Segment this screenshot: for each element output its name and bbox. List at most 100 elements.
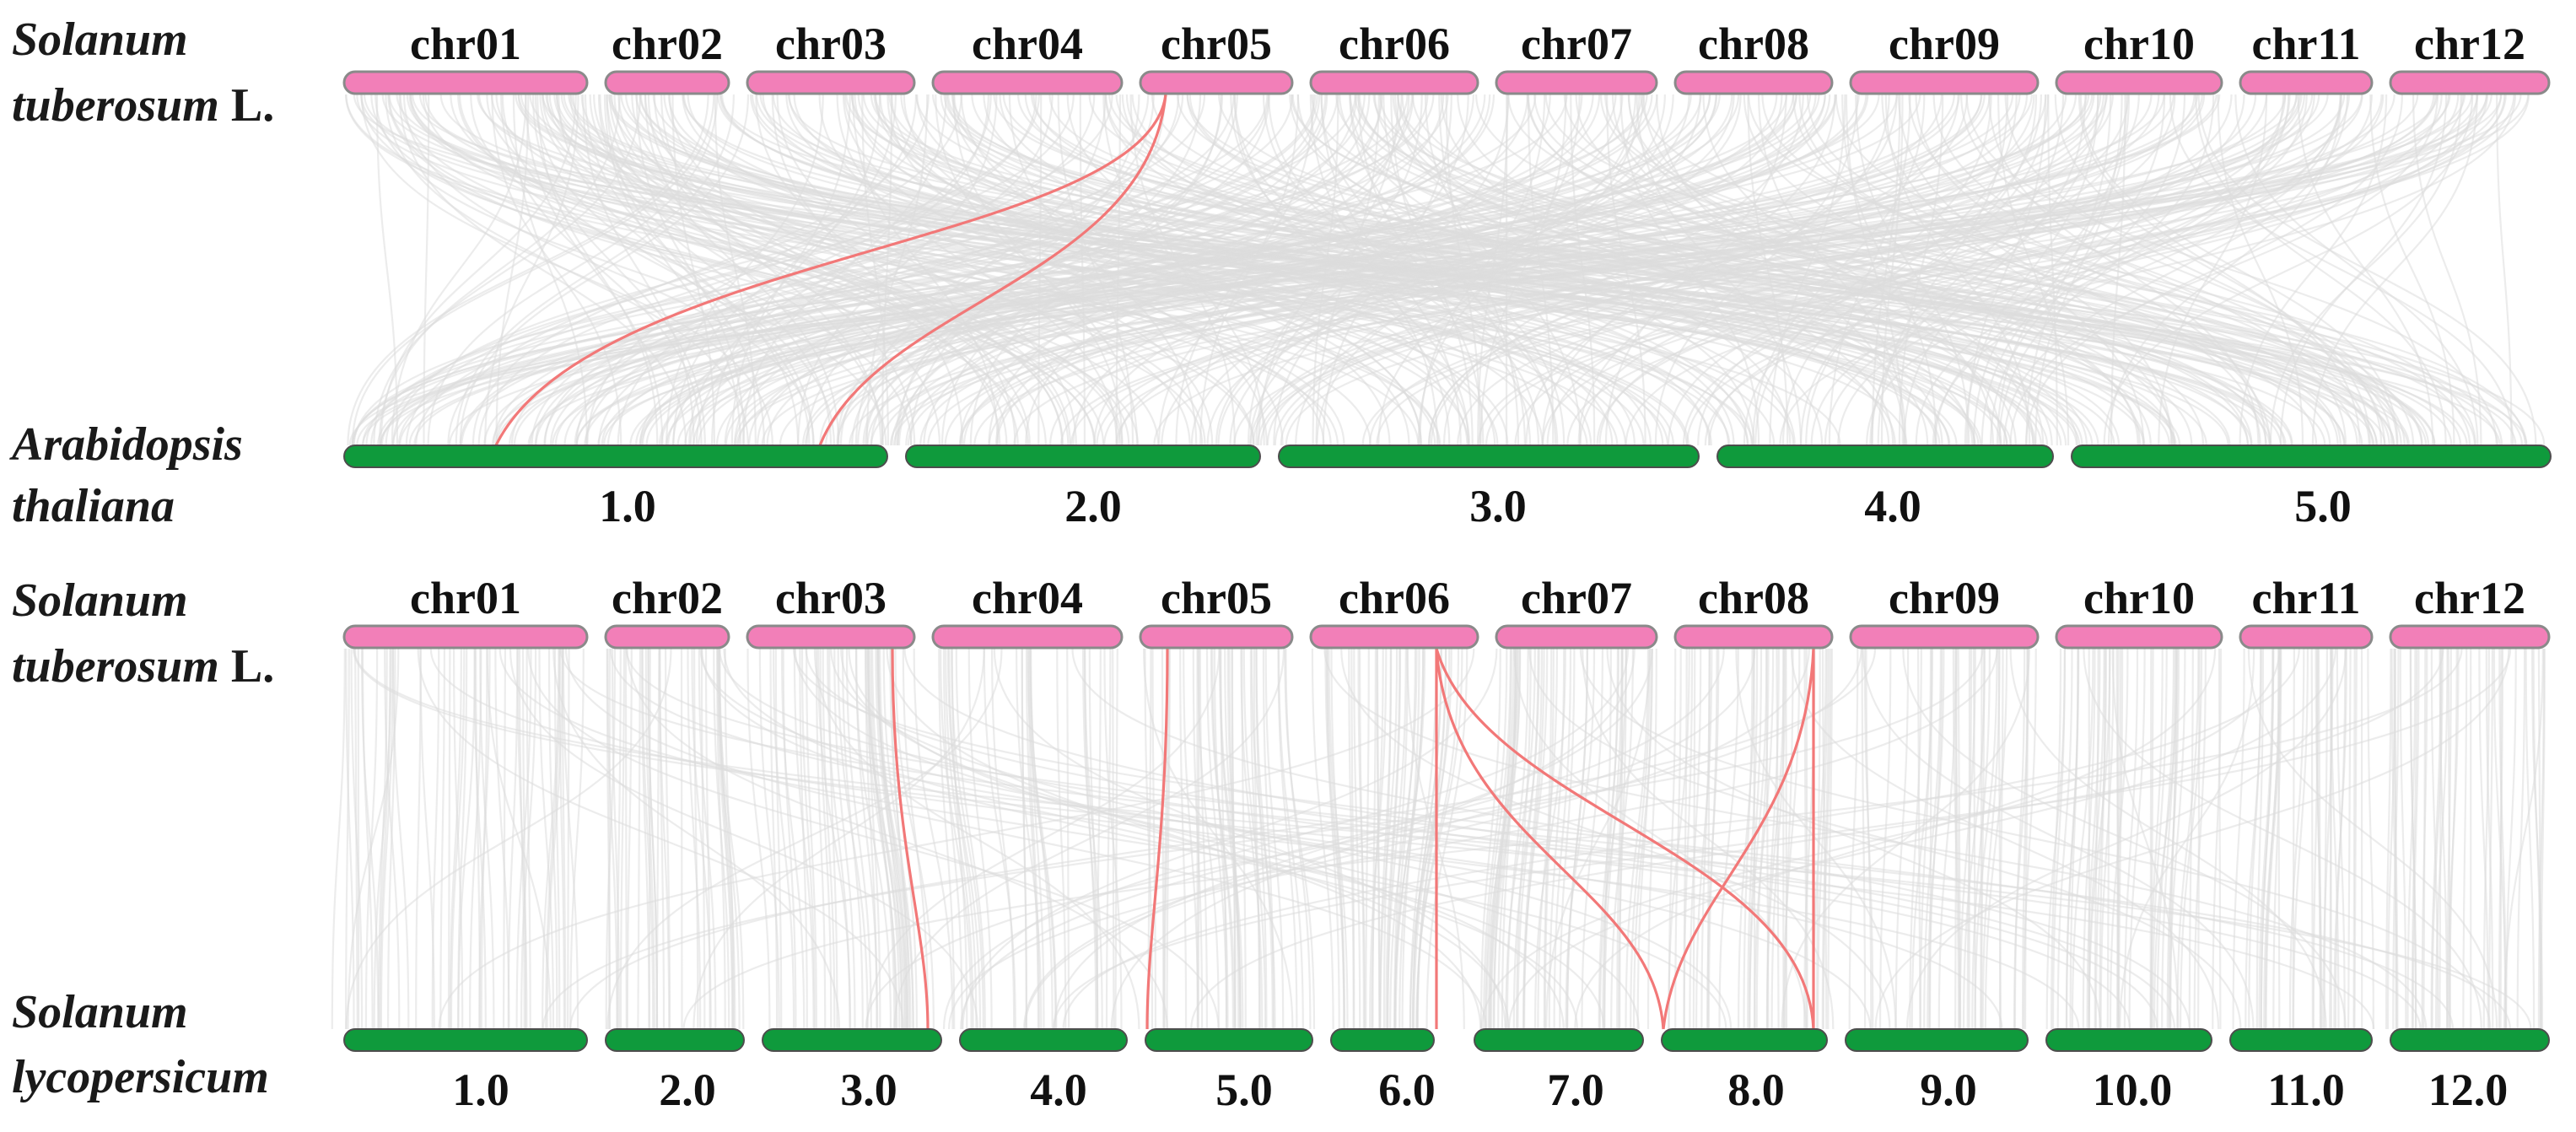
chromosome-bar[interactable]: [2239, 624, 2374, 650]
top-species-epithet-a: tuberosum L.: [12, 79, 274, 132]
chromosome-bar[interactable]: [1139, 624, 1294, 650]
top-chromosome-labels-a: chr01 chr02 chr03 chr04 chr05 chr06 chr0…: [410, 19, 2525, 69]
synteny-link: [1062, 648, 2300, 1030]
chromosome-label: 2.0: [659, 1065, 716, 1115]
synteny-link: [2197, 94, 2537, 446]
synteny-link: [2323, 648, 2328, 1030]
synteny-link: [1323, 648, 2428, 1030]
synteny-link: [1326, 648, 1340, 1030]
synteny-link: [1800, 94, 2050, 446]
chromosome-label: chr07: [1521, 573, 1632, 623]
synteny-link: [1630, 648, 1651, 1030]
synteny-link: [1881, 94, 2145, 446]
highlighted-links-b: [891, 648, 1815, 1030]
synteny-link: [1371, 648, 1384, 1030]
synteny-link: [1354, 94, 2476, 446]
chromosome-bar[interactable]: [1845, 1028, 2029, 1052]
synteny-link: [1121, 94, 1749, 446]
chromosome-bar[interactable]: [1330, 1028, 1435, 1052]
synteny-link: [2065, 648, 2080, 1030]
synteny-link: [2212, 648, 2223, 1030]
chromosome-bar[interactable]: [604, 70, 730, 95]
synteny-link: [875, 94, 1544, 446]
chromosome-bar[interactable]: [343, 445, 888, 468]
chromosome-bar[interactable]: [905, 445, 1261, 468]
top-chromosomes-b: [342, 624, 2551, 650]
chromosome-bar[interactable]: [1849, 624, 2040, 650]
chromosome-bar[interactable]: [343, 1028, 588, 1052]
synteny-link: [2288, 648, 2305, 1030]
synteny-link: [352, 648, 2375, 1030]
chromosome-bar[interactable]: [2071, 445, 2552, 468]
chromosome-label: 3.0: [840, 1065, 897, 1115]
synteny-link: [1866, 94, 2342, 446]
synteny-link: [644, 94, 1191, 446]
chromosome-bar[interactable]: [342, 624, 589, 650]
chromosome-bar[interactable]: [605, 1028, 745, 1052]
chromosome-bar[interactable]: [1495, 70, 1658, 95]
chromosome-bar[interactable]: [1661, 1028, 1828, 1052]
chromosome-bar[interactable]: [2389, 624, 2551, 650]
synteny-link: [1285, 94, 2530, 446]
highlighted-link: [1435, 648, 1665, 1030]
synteny-link: [1501, 648, 1517, 1030]
chromosome-bar[interactable]: [2055, 70, 2223, 95]
chromosome-bar[interactable]: [931, 624, 1124, 650]
synteny-link: [1379, 648, 1398, 1030]
synteny-link: [1485, 648, 1519, 1030]
synteny-link: [2180, 648, 2203, 1030]
synteny-link: [1030, 648, 1054, 1030]
chromosome-bar[interactable]: [1495, 624, 1658, 650]
chromosome-bar[interactable]: [2390, 1028, 2550, 1052]
synteny-link: [556, 94, 1047, 446]
synteny-link: [1024, 648, 1810, 1030]
chromosome-bar[interactable]: [342, 70, 589, 95]
chromosome-bar[interactable]: [1849, 70, 2040, 95]
bottom-species-genus-b: Solanum: [12, 986, 188, 1038]
synteny-link: [1695, 648, 1713, 1030]
synteny-link: [1253, 648, 1261, 1030]
synteny-link: [345, 648, 672, 1030]
synteny-link: [2071, 648, 2094, 1030]
highlighted-link: [891, 648, 930, 1030]
synteny-link: [1909, 648, 1922, 1030]
synteny-link: [1817, 648, 1829, 1030]
synteny-link: [2496, 94, 2513, 446]
chromosome-bar[interactable]: [1673, 70, 1834, 95]
chromosome-bar[interactable]: [1139, 70, 1294, 95]
synteny-link: [1964, 94, 2099, 446]
chromosome-bar[interactable]: [959, 1028, 1128, 1052]
synteny-link: [1393, 648, 1409, 1030]
chromosome-bar[interactable]: [746, 70, 916, 95]
highlighted-link: [818, 94, 1167, 446]
synteny-link: [719, 648, 2131, 1030]
top-species-epithet-b: tuberosum L.: [12, 640, 274, 693]
chromosome-bar[interactable]: [2055, 624, 2223, 650]
synteny-link: [2447, 648, 2451, 1030]
chromosome-bar[interactable]: [1309, 624, 1479, 650]
chromosome-bar[interactable]: [2239, 70, 2374, 95]
chromosome-bar[interactable]: [604, 624, 730, 650]
chromosome-label: chr08: [1698, 19, 1809, 69]
chromosome-bar[interactable]: [1716, 445, 2054, 468]
synteny-link: [415, 648, 422, 1030]
synteny-link: [2353, 648, 2358, 1030]
chromosome-bar[interactable]: [2045, 1028, 2212, 1052]
synteny-link: [1070, 94, 2435, 446]
synteny-link: [2013, 648, 2026, 1030]
chromosome-bar[interactable]: [2389, 70, 2551, 95]
chromosome-bar[interactable]: [762, 1028, 942, 1052]
synteny-link: [1280, 94, 2268, 446]
synteny-link: [766, 94, 1617, 446]
chromosome-bar[interactable]: [1309, 70, 1479, 95]
chromosome-bar[interactable]: [931, 70, 1124, 95]
synteny-link: [1606, 648, 2102, 1030]
synteny-link: [1821, 648, 1830, 1030]
chromosome-bar[interactable]: [1145, 1028, 1313, 1052]
chromosome-bar[interactable]: [1278, 445, 1700, 468]
chromosome-bar[interactable]: [746, 624, 916, 650]
synteny-link: [1718, 648, 1739, 1030]
chromosome-bar[interactable]: [1673, 624, 1834, 650]
chromosome-bar[interactable]: [2229, 1028, 2373, 1052]
chromosome-bar[interactable]: [1474, 1028, 1644, 1052]
